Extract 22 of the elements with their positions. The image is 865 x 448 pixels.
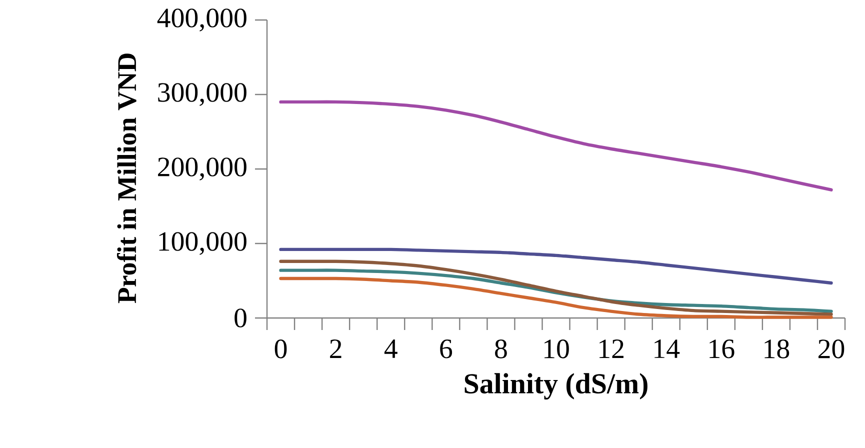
line-series xyxy=(279,260,833,316)
x-tick-label: 12 xyxy=(600,340,624,358)
line-series xyxy=(279,248,833,285)
y-tick-label: 400,000 xyxy=(157,8,246,32)
x-tick-label: 0 xyxy=(274,340,287,358)
x-tick-label: 10 xyxy=(544,340,569,358)
x-axis-title: Salinity (dS/m) xyxy=(464,373,648,400)
y-tick-label: 200,000 xyxy=(158,158,246,180)
y-tick-label: 300,000 xyxy=(158,83,246,106)
y-tick-label: 100,000 xyxy=(159,232,246,255)
x-tick-label: 8 xyxy=(495,340,507,358)
y-axis-title: Profit in Million VND xyxy=(116,54,136,304)
x-tick-label: 20 xyxy=(818,340,844,358)
x-tick-label: 2 xyxy=(330,340,342,358)
x-tick-label: 4 xyxy=(384,340,398,358)
x-tick-label: 16 xyxy=(710,340,734,358)
x-tick-label: 18 xyxy=(764,340,790,358)
x-tick-label: 6 xyxy=(440,340,452,358)
line-series xyxy=(279,276,833,319)
line-series xyxy=(279,100,833,192)
x-tick-label: 14 xyxy=(654,340,680,358)
y-tick-label: 0 xyxy=(234,308,246,328)
